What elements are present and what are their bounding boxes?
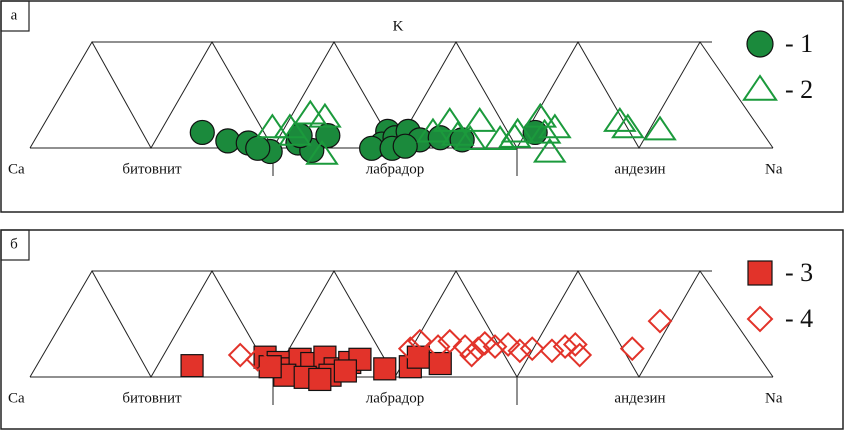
point bbox=[483, 125, 517, 150]
point bbox=[462, 107, 497, 132]
legend-label: - 4 bbox=[785, 304, 813, 333]
point bbox=[305, 139, 339, 165]
point bbox=[552, 334, 578, 359]
point bbox=[407, 328, 433, 354]
point bbox=[500, 117, 535, 143]
legend-label: - 3 bbox=[785, 258, 813, 287]
point bbox=[245, 135, 271, 161]
point bbox=[519, 336, 545, 362]
point bbox=[278, 120, 312, 146]
point bbox=[308, 367, 332, 392]
point bbox=[432, 107, 467, 132]
point bbox=[611, 113, 645, 139]
zone-label: лабрадор bbox=[366, 390, 425, 406]
point bbox=[255, 113, 290, 139]
legend-label: - 2 bbox=[785, 75, 813, 104]
zone-label: лабрадор bbox=[366, 161, 425, 177]
point bbox=[603, 107, 637, 132]
point bbox=[373, 357, 397, 381]
point bbox=[308, 102, 342, 128]
panel-label-box bbox=[0, 0, 30, 32]
panel-frame bbox=[0, 0, 844, 213]
point bbox=[459, 342, 485, 368]
point bbox=[643, 115, 677, 141]
point bbox=[562, 332, 588, 357]
point bbox=[495, 332, 521, 357]
corner-label: Ca bbox=[8, 161, 25, 177]
point bbox=[482, 334, 508, 359]
point bbox=[293, 99, 328, 125]
zone-label: андезин bbox=[614, 161, 665, 177]
zone-label: битовнит bbox=[122, 161, 182, 177]
point bbox=[539, 338, 565, 364]
corner-label: Ca bbox=[8, 390, 25, 406]
point bbox=[619, 336, 645, 362]
legend-marker bbox=[742, 74, 778, 101]
panel-label: а bbox=[11, 7, 18, 23]
zone-label: битовнит bbox=[122, 390, 182, 406]
legend-label: - 1 bbox=[785, 29, 813, 58]
point bbox=[507, 338, 533, 364]
point bbox=[180, 354, 204, 378]
point bbox=[428, 351, 452, 376]
point bbox=[392, 133, 418, 159]
point bbox=[437, 328, 463, 354]
point bbox=[647, 308, 673, 334]
corner-label: Na bbox=[765, 161, 783, 177]
point bbox=[527, 118, 562, 144]
point bbox=[189, 119, 215, 146]
panel-label-box bbox=[0, 229, 30, 261]
point bbox=[425, 334, 451, 359]
point bbox=[453, 125, 488, 150]
point bbox=[397, 336, 423, 362]
panel-label: б bbox=[10, 236, 18, 252]
point bbox=[258, 355, 282, 379]
point bbox=[333, 359, 357, 383]
corner-label: Na bbox=[765, 390, 783, 406]
zone-label: андезин bbox=[614, 390, 665, 406]
apex-label: K bbox=[393, 18, 404, 34]
panel: б Ca Na битовнит лабрадор андезин - 3 - 4 bbox=[0, 229, 844, 430]
point bbox=[227, 342, 253, 368]
legend-marker bbox=[746, 30, 774, 58]
legend-marker bbox=[746, 305, 774, 333]
point bbox=[538, 113, 572, 139]
legend-marker bbox=[747, 260, 773, 286]
panel-frame bbox=[0, 229, 844, 430]
point bbox=[532, 137, 567, 163]
point bbox=[567, 342, 593, 368]
point bbox=[245, 346, 271, 372]
